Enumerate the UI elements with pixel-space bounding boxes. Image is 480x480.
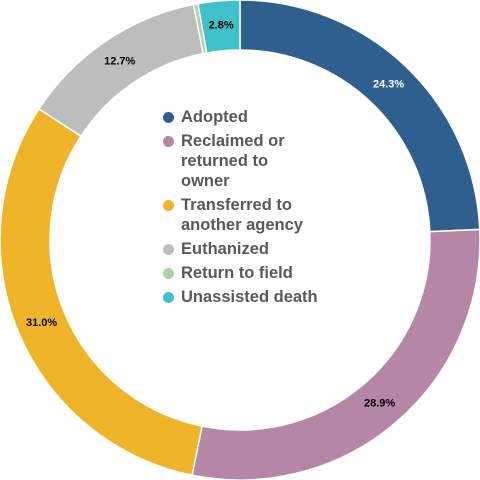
legend-label-line: Euthanized bbox=[181, 240, 270, 258]
donut-slice bbox=[197, 0, 241, 54]
legend-label: Unassisted death bbox=[181, 287, 341, 307]
legend-swatch bbox=[163, 200, 174, 211]
legend-label-line: Reclaimed or bbox=[181, 132, 285, 150]
legend-label: Transferred to another agency bbox=[181, 195, 331, 235]
legend-item: Adopted bbox=[163, 107, 363, 127]
legend-item: Euthanized bbox=[163, 239, 363, 259]
legend: Adopted Reclaimed or returned to owner Trans… bbox=[163, 107, 363, 311]
legend-swatch bbox=[163, 136, 174, 147]
legend-label-line: another agency bbox=[181, 216, 303, 234]
legend-label: Euthanized bbox=[181, 239, 341, 259]
legend-item: Reclaimed or returned to owner bbox=[163, 131, 363, 191]
legend-item: Transferred to another agency bbox=[163, 195, 363, 235]
legend-label-line: returned to bbox=[181, 152, 269, 170]
legend-label: Adopted bbox=[181, 107, 341, 127]
slice-label: 24.3% bbox=[373, 79, 404, 91]
legend-label-line: Return to field bbox=[181, 264, 293, 282]
legend-label-line: Transferred to bbox=[181, 196, 292, 214]
legend-swatch bbox=[163, 244, 174, 255]
legend-label-line: owner bbox=[181, 172, 230, 190]
slice-label: 28.9% bbox=[364, 397, 395, 409]
legend-label: Return to field bbox=[181, 263, 341, 283]
slice-label: 12.7% bbox=[104, 56, 135, 68]
legend-swatch bbox=[163, 112, 174, 123]
legend-swatch bbox=[163, 268, 174, 279]
legend-item: Return to field bbox=[163, 263, 363, 283]
slice-labels: 24.3% 28.9% 31.0% 12.7% 2.8% bbox=[26, 20, 404, 410]
legend-label-line: Unassisted death bbox=[181, 288, 318, 306]
legend-label-line: Adopted bbox=[181, 108, 248, 126]
legend-item: Unassisted death bbox=[163, 287, 363, 307]
slice-label: 2.8% bbox=[209, 20, 234, 32]
legend-swatch bbox=[163, 292, 174, 303]
slice-label: 31.0% bbox=[26, 317, 57, 329]
legend-label: Reclaimed or returned to owner bbox=[181, 131, 331, 191]
